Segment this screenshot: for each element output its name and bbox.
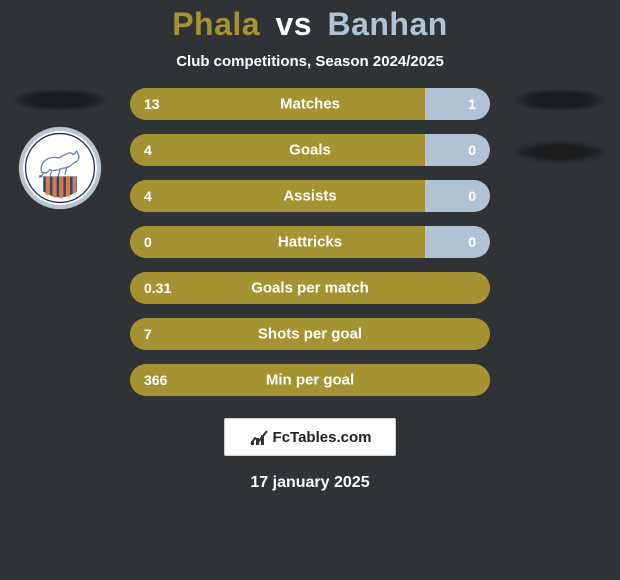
stat-left-value: 4	[144, 188, 152, 204]
stat-right-segment: 0	[425, 134, 490, 166]
stat-right-value: 1	[468, 96, 476, 112]
stat-left-segment: 7	[130, 318, 490, 350]
player1-name: Phala	[172, 6, 260, 42]
stat-left-segment: 0	[130, 226, 425, 258]
stat-left-value: 0	[144, 234, 152, 250]
stat-left-segment: 13	[130, 88, 425, 120]
stat-left-segment: 4	[130, 180, 425, 212]
stat-row: 131Matches	[130, 88, 490, 120]
stat-right-segment: 1	[425, 88, 490, 120]
chart-icon	[249, 427, 269, 447]
stat-row: 7Shots per goal	[130, 318, 490, 350]
stat-left-value: 7	[144, 326, 152, 342]
fctables-logo[interactable]: FcTables.com	[224, 418, 396, 456]
page-title: Phala vs Banhan	[172, 6, 448, 43]
stat-row: 366Min per goal	[130, 364, 490, 396]
subtitle: Club competitions, Season 2024/2025	[176, 53, 444, 70]
shadow-ellipse	[10, 88, 110, 112]
stat-right-value: 0	[468, 188, 476, 204]
club-crest-icon	[18, 126, 102, 210]
logo-text: FcTables.com	[273, 429, 372, 446]
stat-right-segment: 0	[425, 226, 490, 258]
stat-row: 40Goals	[130, 134, 490, 166]
stat-left-value: 4	[144, 142, 152, 158]
stat-left-value: 0.31	[144, 280, 171, 296]
date-text: 17 january 2025	[250, 474, 369, 492]
stat-left-value: 13	[144, 96, 160, 112]
stat-row: 00Hattricks	[130, 226, 490, 258]
stat-left-value: 366	[144, 372, 167, 388]
shadow-ellipse	[510, 140, 610, 164]
stat-right-value: 0	[468, 142, 476, 158]
stat-right-segment: 0	[425, 180, 490, 212]
stat-right-value: 0	[468, 234, 476, 250]
player1-badge-column	[10, 88, 110, 210]
stat-row: 0.31Goals per match	[130, 272, 490, 304]
stat-left-segment: 366	[130, 364, 490, 396]
stat-left-segment: 4	[130, 134, 425, 166]
player2-name: Banhan	[327, 6, 447, 42]
stat-row: 40Assists	[130, 180, 490, 212]
stat-left-segment: 0.31	[130, 272, 490, 304]
vs-text: vs	[275, 6, 312, 42]
comparison-card: Phala vs Banhan Club competitions, Seaso…	[0, 0, 620, 580]
shadow-ellipse	[510, 88, 610, 112]
stat-bars: 131Matches40Goals40Assists00Hattricks0.3…	[130, 88, 490, 396]
player2-badge-column	[510, 88, 610, 164]
main-area: 131Matches40Goals40Assists00Hattricks0.3…	[0, 88, 620, 396]
